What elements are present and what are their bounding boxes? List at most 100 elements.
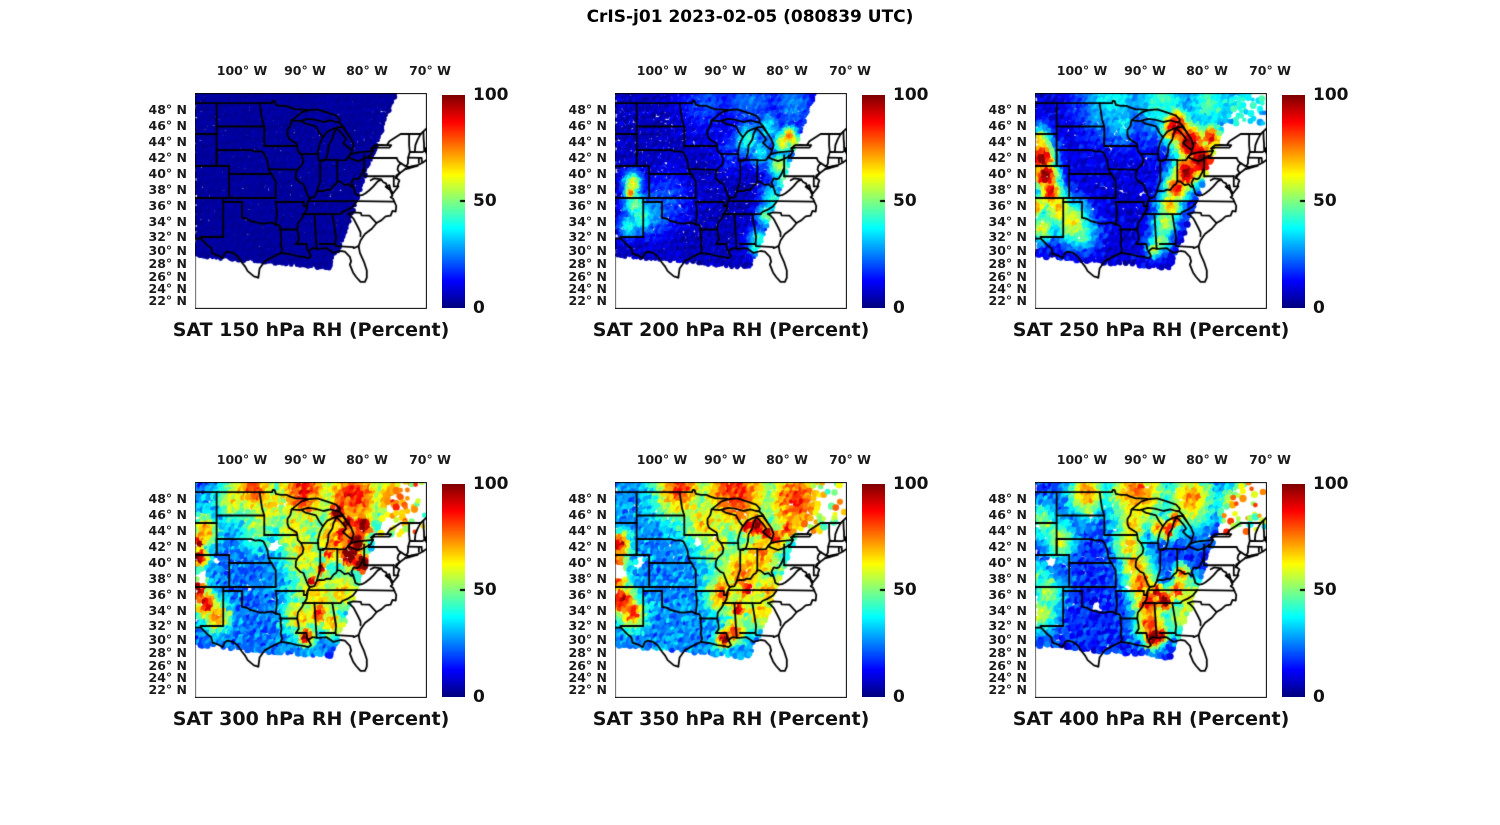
panel-title: SAT 150 hPa RH (Percent) — [172, 319, 450, 341]
colorbar-250 — [1282, 95, 1305, 308]
lat-tick-label: 36° N — [568, 587, 607, 602]
lon-tick-label: 70° W — [1249, 452, 1291, 467]
lat-tick-label: 30° N — [988, 632, 1027, 647]
lat-tick-label: 28° N — [988, 256, 1027, 271]
panel-title: SAT 350 hPa RH (Percent) — [592, 708, 870, 730]
lon-tick-label: 80° W — [1186, 63, 1228, 78]
lon-tick-label: 80° W — [766, 63, 808, 78]
colorbar-200 — [862, 95, 885, 308]
lat-tick-label: 30° N — [568, 243, 607, 258]
lat-tick-label: 28° N — [148, 645, 187, 660]
lat-tick-label: 48° N — [568, 102, 607, 117]
colorbar-tick-label: 0 — [1313, 687, 1325, 707]
lat-tick-label: 36° N — [988, 587, 1027, 602]
lat-tick-label: 34° N — [988, 214, 1027, 229]
colorbar-tick-label: 100 — [473, 85, 509, 105]
lat-tick-label: 46° N — [568, 118, 607, 133]
map-canvas-250 — [1035, 93, 1267, 309]
lat-tick-label: 30° N — [148, 243, 187, 258]
lon-tick-label: 80° W — [346, 452, 388, 467]
lon-tick-label: 90° W — [284, 452, 326, 467]
lat-tick-label: 36° N — [148, 587, 187, 602]
colorbar-tick-label: 0 — [473, 298, 485, 318]
lat-tick-label: 40° N — [148, 166, 187, 181]
lon-tick-label: 80° W — [1186, 452, 1228, 467]
lat-tick-label: 24° N — [148, 281, 187, 296]
colorbar-tick-label: 50 — [1313, 580, 1337, 600]
lon-tick-label: 100° W — [1056, 63, 1108, 78]
lat-tick-label: 40° N — [568, 555, 607, 570]
lat-tick-label: 22° N — [148, 682, 187, 697]
lat-tick-label: 36° N — [988, 198, 1027, 213]
lat-tick-label: 32° N — [148, 618, 187, 633]
colorbar-tick-label: 50 — [893, 580, 917, 600]
lat-tick-label: 48° N — [148, 491, 187, 506]
colorbar-300 — [442, 484, 465, 697]
lat-tick-label: 38° N — [988, 182, 1027, 197]
colorbar-tick-label: 100 — [1313, 474, 1349, 494]
lat-tick-label: 44° N — [568, 134, 607, 149]
lat-tick-label: 42° N — [988, 539, 1027, 554]
lat-tick-label: 46° N — [988, 118, 1027, 133]
lon-tick-label: 80° W — [766, 452, 808, 467]
lat-tick-label: 36° N — [148, 198, 187, 213]
lat-tick-label: 24° N — [568, 281, 607, 296]
lat-tick-label: 44° N — [148, 134, 187, 149]
lat-tick-label: 42° N — [568, 150, 607, 165]
lon-tick-label: 90° W — [1124, 63, 1166, 78]
lat-tick-label: 24° N — [148, 670, 187, 685]
lat-tick-label: 22° N — [568, 682, 607, 697]
colorbar-tick-label: 100 — [893, 85, 929, 105]
lat-tick-label: 48° N — [148, 102, 187, 117]
map-canvas-400 — [1035, 482, 1267, 698]
lat-tick-label: 34° N — [568, 603, 607, 618]
lat-tick-label: 34° N — [148, 603, 187, 618]
colorbar-350 — [862, 484, 885, 697]
lon-tick-label: 100° W — [216, 63, 268, 78]
panel-title: SAT 250 hPa RH (Percent) — [1012, 319, 1290, 341]
colorbar-tick-label: 0 — [473, 687, 485, 707]
lat-tick-label: 38° N — [568, 182, 607, 197]
lon-tick-label: 90° W — [1124, 452, 1166, 467]
lat-tick-label: 38° N — [148, 571, 187, 586]
lat-tick-label: 22° N — [148, 293, 187, 308]
lon-tick-label: 100° W — [1056, 452, 1108, 467]
lat-tick-label: 30° N — [568, 632, 607, 647]
lat-tick-label: 42° N — [568, 539, 607, 554]
colorbar-tick-label: 100 — [1313, 85, 1349, 105]
lat-tick-label: 46° N — [568, 507, 607, 522]
lat-tick-label: 48° N — [988, 491, 1027, 506]
lat-tick-label: 26° N — [988, 269, 1027, 284]
lat-tick-label: 34° N — [568, 214, 607, 229]
lat-tick-label: 24° N — [568, 670, 607, 685]
colorbar-tick-label: 50 — [473, 191, 497, 211]
lon-tick-label: 70° W — [829, 452, 871, 467]
lat-tick-label: 22° N — [988, 293, 1027, 308]
colorbar-tick-label: 50 — [893, 191, 917, 211]
lat-tick-label: 28° N — [988, 645, 1027, 660]
colorbar-400 — [1282, 484, 1305, 697]
lat-tick-label: 26° N — [148, 658, 187, 673]
lat-tick-label: 42° N — [148, 150, 187, 165]
lon-tick-label: 100° W — [636, 452, 688, 467]
lat-tick-label: 36° N — [568, 198, 607, 213]
lat-tick-label: 22° N — [988, 682, 1027, 697]
map-canvas-300 — [195, 482, 427, 698]
lat-tick-label: 34° N — [148, 214, 187, 229]
lat-tick-label: 40° N — [988, 166, 1027, 181]
lat-tick-label: 28° N — [148, 256, 187, 271]
lat-tick-label: 32° N — [988, 618, 1027, 633]
lat-tick-label: 40° N — [988, 555, 1027, 570]
lon-tick-label: 70° W — [409, 452, 451, 467]
lat-tick-label: 32° N — [988, 229, 1027, 244]
lat-tick-label: 38° N — [988, 571, 1027, 586]
panel-title: SAT 200 hPa RH (Percent) — [592, 319, 870, 341]
lat-tick-label: 42° N — [148, 539, 187, 554]
lat-tick-label: 26° N — [568, 269, 607, 284]
lat-tick-label: 34° N — [988, 603, 1027, 618]
lat-tick-label: 40° N — [568, 166, 607, 181]
lat-tick-label: 48° N — [568, 491, 607, 506]
figure-title: CrIS-j01 2023-02-05 (080839 UTC) — [586, 7, 914, 27]
lon-tick-label: 90° W — [284, 63, 326, 78]
lat-tick-label: 38° N — [148, 182, 187, 197]
